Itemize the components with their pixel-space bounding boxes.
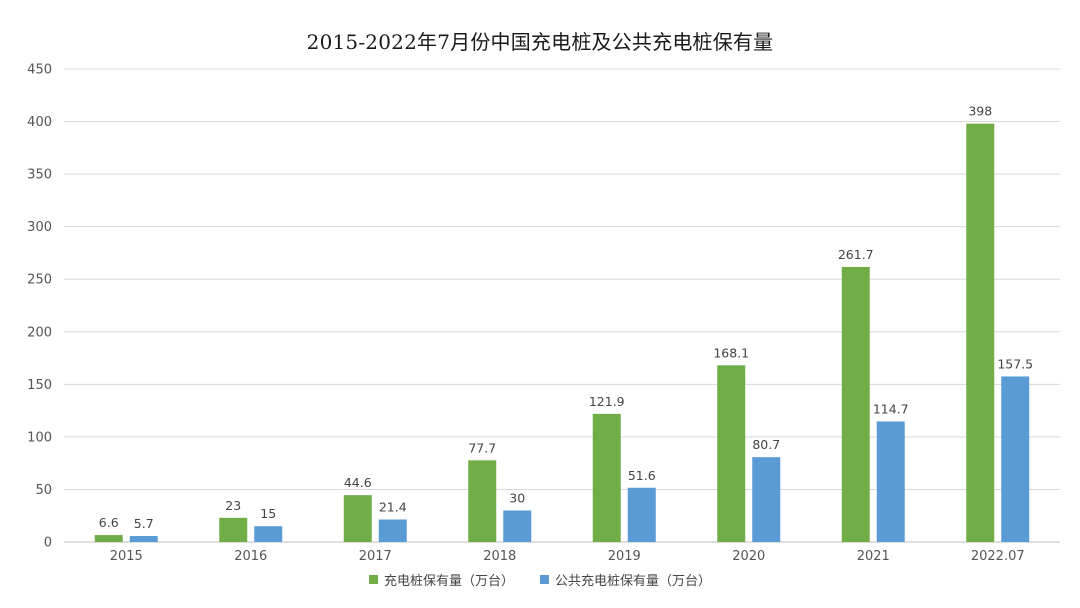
data-label: 6.6	[99, 515, 119, 530]
data-label: 77.7	[468, 440, 496, 455]
x-tick-label: 2016	[234, 549, 267, 564]
data-label: 15	[260, 506, 276, 521]
data-label: 157.5	[997, 356, 1033, 371]
y-tick-label: 150	[27, 378, 52, 393]
data-label: 23	[225, 498, 241, 513]
data-label: 80.7	[752, 437, 780, 452]
bar-public-2015	[129, 536, 158, 542]
x-tick-label: 2020	[732, 549, 765, 564]
y-tick-label: 250	[27, 273, 52, 288]
data-label: 168.1	[713, 345, 749, 360]
bars	[94, 123, 1030, 542]
y-tick-label: 200	[27, 325, 52, 340]
y-axis-ticks: 0 50 100 150 200 250 300 350 400 450	[27, 63, 52, 551]
data-label: 261.7	[838, 247, 874, 262]
data-label: 21.4	[379, 500, 407, 515]
bar-total-2019	[592, 413, 621, 542]
data-label: 5.7	[134, 516, 154, 531]
data-label: 398	[968, 104, 992, 119]
bar-total-2021	[841, 266, 870, 542]
data-labels: 6.6 5.7 23 15 44.6 21.4 77.7 30 121.9 51.6 168.1 80…	[99, 104, 1033, 531]
chart-title: 2015-2022年7月份中国充电桩及公共充电桩保有量	[306, 30, 774, 54]
x-tick-label: 2021	[857, 549, 890, 564]
y-tick-label: 350	[27, 168, 52, 183]
y-tick-label: 0	[44, 536, 52, 551]
bar-public-2021	[876, 421, 905, 542]
legend-label: 充电桩保有量（万台）	[383, 574, 514, 589]
legend-label: 公共充电桩保有量（万台）	[555, 574, 712, 589]
bar-public-2022.07	[1001, 376, 1030, 542]
bar-total-2022.07	[966, 123, 995, 542]
bar-public-2019	[627, 487, 656, 542]
x-axis-ticks: 2015 2016 2017 2018 2019 2020 2021 2022.07	[110, 549, 1025, 564]
bar-total-2016	[219, 517, 248, 542]
bar-total-2018	[468, 460, 497, 542]
data-label: 44.6	[344, 475, 372, 490]
y-tick-label: 300	[27, 220, 52, 235]
legend-swatch-blue	[540, 575, 549, 584]
bar-total-2015	[94, 535, 123, 542]
data-label: 121.9	[589, 394, 625, 409]
bar-public-2018	[503, 510, 532, 542]
data-label: 30	[509, 490, 525, 505]
y-tick-label: 50	[35, 483, 52, 498]
legend-swatch-green	[368, 575, 378, 584]
bar-public-2017	[378, 519, 407, 542]
grid-lines	[64, 68, 1060, 543]
x-tick-label: 2019	[608, 549, 641, 564]
y-tick-label: 100	[27, 430, 52, 445]
data-label: 51.6	[628, 468, 656, 483]
bar-total-2017	[343, 495, 372, 542]
x-tick-label: 2018	[483, 549, 516, 564]
y-tick-label: 450	[27, 63, 52, 78]
x-tick-label: 2017	[359, 549, 392, 564]
y-tick-label: 400	[27, 115, 52, 130]
legend: 充电桩保有量（万台） 公共充电桩保有量（万台）	[0, 570, 1080, 589]
data-label: 114.7	[873, 401, 909, 416]
bar-total-2020	[717, 365, 746, 542]
legend-item-series-1: 充电桩保有量（万台）	[368, 570, 514, 589]
bar-public-2020	[752, 457, 781, 542]
x-tick-label: 2022.07	[971, 549, 1025, 564]
bar-public-2016	[254, 526, 283, 542]
legend-item-series-2: 公共充电桩保有量（万台）	[540, 570, 711, 589]
x-tick-label: 2015	[110, 549, 143, 564]
